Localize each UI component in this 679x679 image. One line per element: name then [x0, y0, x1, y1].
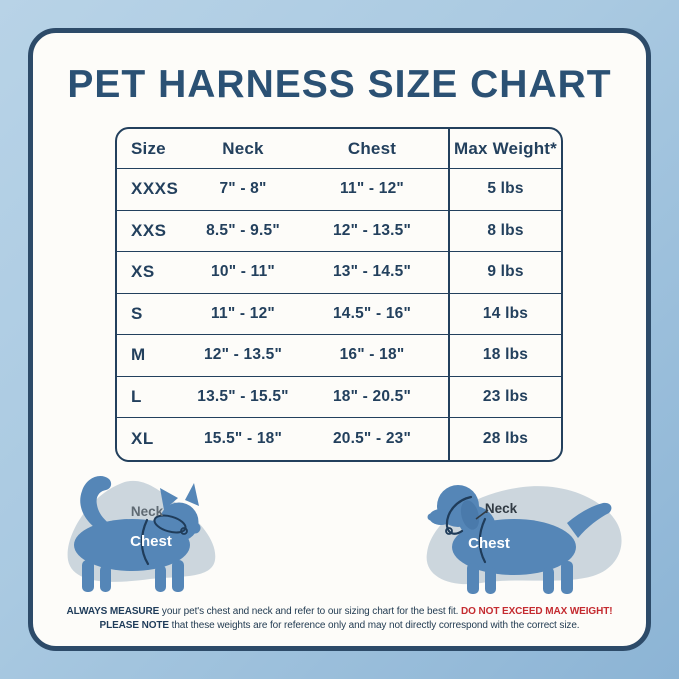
size-table: Size Neck Chest Max Weight* XXXS 7" - 8"…	[115, 127, 563, 462]
table-header-row: Size Neck Chest Max Weight*	[117, 129, 561, 169]
chest-range: 16" - 18"	[339, 346, 405, 364]
disclaimer-line-2: PLEASE NOTE that these weights are for r…	[33, 619, 646, 633]
size-chart-card: PET HARNESS SIZE CHART Size Neck Chest M…	[28, 28, 651, 651]
max-weight-value: 23 lbs	[448, 376, 561, 417]
dog-chest-label: Chest	[468, 535, 510, 552]
page-title: PET HARNESS SIZE CHART	[67, 63, 612, 106]
neck-measure-line	[445, 495, 473, 535]
size-value: L	[131, 386, 142, 406]
please-note-label: PLEASE NOTE	[99, 620, 170, 631]
table-row: M 12" - 13.5" 16" - 18" 18 lbs	[117, 335, 561, 377]
dog-neck-label: Neck	[485, 501, 518, 516]
max-weight-value: 5 lbs	[448, 169, 561, 210]
chest-measure-line	[478, 517, 487, 564]
table-row: XXXS 7" - 8" 11" - 12" 5 lbs	[117, 169, 561, 211]
disclaimer-text-2: that these weights are for reference onl…	[168, 620, 580, 631]
size-value: XL	[131, 428, 154, 448]
neck-range: 13.5" - 15.5"	[197, 387, 289, 405]
chest-range: 18" - 20.5"	[332, 387, 412, 405]
neck-range: 8.5" - 9.5"	[206, 221, 280, 239]
neck-range: 7" - 8"	[219, 180, 267, 198]
table-row: XL 15.5" - 18" 20.5" - 23" 28 lbs	[117, 418, 561, 460]
table-row: XXS 8.5" - 9.5" 12" - 13.5" 8 lbs	[117, 210, 561, 252]
max-weight-warning: DO NOT EXCEED MAX WEIGHT!	[461, 606, 613, 617]
neck-pointer-line	[475, 509, 489, 520]
cat-chest-label: Chest	[130, 533, 172, 550]
disclaimer: ALWAYS MEASURE your pet's chest and neck…	[33, 605, 646, 633]
disclaimer-text-1: your pet's chest and neck and refer to o…	[159, 606, 462, 617]
harness-ring	[445, 527, 453, 535]
column-header-size: Size	[131, 138, 166, 158]
size-value: XXXS	[131, 179, 179, 199]
neck-range: 15.5" - 18"	[203, 429, 283, 447]
column-header-chest: Chest	[347, 138, 397, 158]
chest-measure-line	[140, 518, 150, 566]
chest-range: 11" - 12"	[340, 180, 404, 198]
size-value: M	[131, 345, 146, 365]
dog-silhouette	[427, 485, 612, 594]
neck-range: 12" - 13.5"	[203, 346, 283, 364]
dog-illustration: Neck Chest	[426, 485, 622, 594]
max-weight-value: 9 lbs	[448, 252, 561, 293]
max-weight-value: 8 lbs	[448, 210, 561, 251]
chest-range: 14.5" - 16"	[332, 304, 412, 322]
size-value: S	[131, 303, 143, 323]
always-measure-label: ALWAYS MEASURE	[66, 606, 160, 617]
table-row: XS 10" - 11" 13" - 14.5" 9 lbs	[117, 252, 561, 294]
max-weight-value: 14 lbs	[448, 293, 561, 334]
size-value: XS	[131, 262, 155, 282]
cat-neck-label: Neck	[131, 504, 164, 519]
chest-range: 12" - 13.5"	[332, 221, 412, 239]
table-row: S 11" - 12" 14.5" - 16" 14 lbs	[117, 293, 561, 335]
max-weight-value: 18 lbs	[448, 335, 561, 376]
neck-range: 11" - 12"	[211, 304, 275, 322]
harness-ring	[180, 527, 188, 535]
cat-illustration: Neck Chest	[67, 476, 216, 592]
chest-range: 13" - 14.5"	[332, 263, 412, 281]
chest-range: 20.5" - 23"	[332, 429, 412, 447]
table-row: L 13.5" - 15.5" 18" - 20.5" 23 lbs	[117, 376, 561, 418]
column-header-max-weight: Max Weight*	[448, 129, 561, 168]
size-value: XXS	[131, 220, 167, 240]
column-header-neck: Neck	[222, 138, 264, 158]
max-weight-value: 28 lbs	[448, 418, 561, 460]
neck-range: 10" - 11"	[211, 263, 275, 281]
disclaimer-line-1: ALWAYS MEASURE your pet's chest and neck…	[33, 605, 646, 619]
